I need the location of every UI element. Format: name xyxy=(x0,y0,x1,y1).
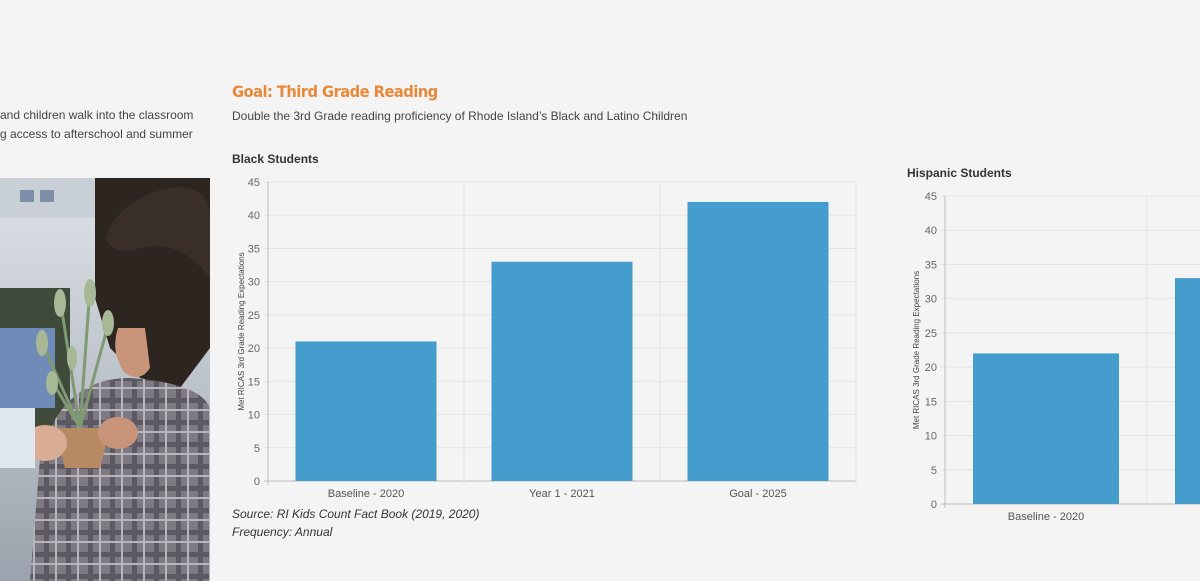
goal-title: Goal: Third Grade Reading xyxy=(232,82,438,101)
chart-title-hispanic-students: Hispanic Students xyxy=(907,166,1012,180)
y-tick-label: 15 xyxy=(925,396,937,408)
y-tick-label: 30 xyxy=(248,277,260,289)
y-tick-label: 35 xyxy=(925,259,937,271)
y-tick-label: 0 xyxy=(254,476,260,488)
classroom-photo xyxy=(0,178,210,581)
source-note: Source: RI Kids Count Fact Book (2019, 2… xyxy=(232,505,479,541)
bar-hispanic-students-1 xyxy=(1175,278,1200,504)
y-tick-label: 5 xyxy=(254,443,260,455)
y-tick-label: 10 xyxy=(925,431,937,443)
y-tick-label: 40 xyxy=(248,210,260,222)
y-axis-label: Met RICAS 3rd Grade Reading Expectations xyxy=(912,271,921,429)
bar-black-students-0 xyxy=(295,341,437,481)
y-axis-label: Met RICAS 3rd Grade Reading Expectations xyxy=(237,252,246,410)
y-tick-label: 5 xyxy=(931,465,937,477)
intro-text-line-2: g access to afterschool and summer xyxy=(0,127,193,141)
bar-hispanic-students-0 xyxy=(973,353,1119,504)
x-tick-label: Baseline - 2020 xyxy=(1008,511,1084,523)
y-tick-label: 0 xyxy=(931,499,937,511)
bar-black-students-1 xyxy=(491,261,633,481)
x-tick-label: Baseline - 2020 xyxy=(328,488,404,500)
intro-text-line-1: and children walk into the classroom xyxy=(0,108,194,122)
y-tick-label: 15 xyxy=(248,376,260,388)
y-tick-label: 10 xyxy=(248,410,260,422)
y-tick-label: 20 xyxy=(925,362,937,374)
source-line: Source: RI Kids Count Fact Book (2019, 2… xyxy=(232,507,480,521)
intro-text: and children walk into the classroom g a… xyxy=(0,106,210,144)
y-tick-label: 30 xyxy=(925,294,937,306)
bar-black-students-2 xyxy=(687,201,829,481)
y-tick-label: 45 xyxy=(925,191,937,203)
y-tick-label: 25 xyxy=(248,310,260,322)
y-tick-label: 25 xyxy=(925,328,937,340)
y-tick-label: 45 xyxy=(248,177,260,189)
chart-title-black-students: Black Students xyxy=(232,152,319,166)
frequency-line: Frequency: Annual xyxy=(232,525,333,539)
x-tick-label: Year 1 - 2021 xyxy=(529,488,595,500)
y-tick-label: 20 xyxy=(248,343,260,355)
goal-subtitle: Double the 3rd Grade reading proficiency… xyxy=(232,109,688,123)
x-tick-label: Goal - 2025 xyxy=(729,488,786,500)
black-students-chart: 0 5 10 15 20 25 30 35 40 45 Baseline - 2020 Year 1 … xyxy=(237,177,857,500)
y-tick-label: 35 xyxy=(248,243,260,255)
y-tick-label: 40 xyxy=(925,225,937,237)
